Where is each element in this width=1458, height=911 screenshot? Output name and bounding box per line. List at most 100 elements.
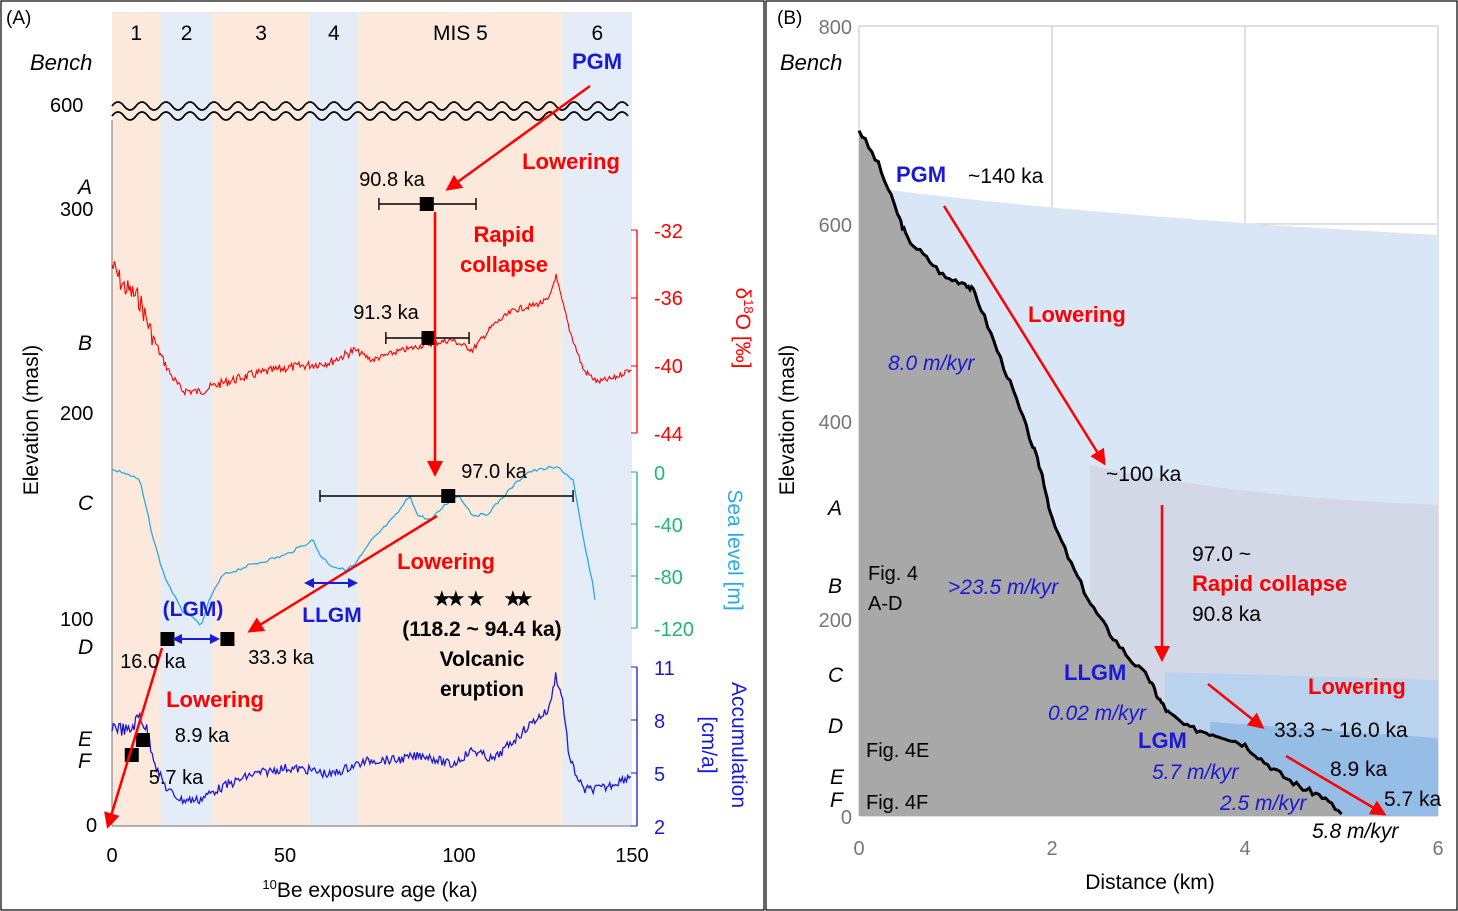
d18o-tick-44: -44 — [654, 424, 683, 446]
d18o-tick-40: -40 — [654, 356, 683, 378]
age-point-d — [160, 632, 175, 646]
arrow-lowering-2 — [247, 514, 438, 633]
bench-b-c: C — [828, 664, 844, 687]
volcanic-stars: ★ ★ ★ ★ ★ — [432, 586, 534, 611]
volcanic-label-1: Volcanic — [440, 648, 525, 671]
panel-b-label: (B) — [777, 8, 802, 29]
sea-level-curve — [111, 465, 596, 626]
sea-tick-40: -40 — [654, 515, 683, 537]
age-point-c — [441, 489, 456, 503]
lowering-label-b-1: Lowering — [1028, 302, 1126, 327]
mis-band-4 — [309, 12, 359, 826]
age-b-label: 91.3 ka — [353, 302, 419, 324]
y-tick-400: 400 — [819, 412, 852, 434]
y-tick-200: 200 — [819, 610, 852, 632]
accumulation-axis: 11 8 5 2 Accumulation [cm/a] — [631, 658, 750, 839]
lowering-label-2: Lowering — [397, 549, 495, 574]
star-icon: ★ — [432, 586, 452, 611]
mis-label-5: MIS 5 — [433, 22, 488, 45]
collapse-top-label: 97.0 ~ — [1192, 543, 1251, 566]
x-tick-0: 0 — [106, 845, 117, 867]
mis-band-1 — [112, 12, 161, 826]
age-d2-label: 33.3 ka — [248, 647, 314, 669]
rate-label-4: 5.7 m/kyr — [1152, 761, 1239, 784]
bench-b-a: A — [826, 497, 842, 520]
rapid-label: Rapid — [473, 222, 534, 247]
lowering-label-3: Lowering — [166, 687, 264, 712]
fig-4f-label: Fig. 4F — [866, 792, 928, 814]
age-f-label: 5.7 ka — [149, 767, 204, 789]
x-tick-b-2: 2 — [1046, 838, 1057, 860]
bench-d: D — [78, 636, 93, 659]
x-tick-b-4: 4 — [1239, 838, 1250, 860]
bench-b-d: D — [828, 715, 843, 738]
sea-axis: 0 -40 -80 -120 Sea level [m] — [631, 463, 746, 641]
arrow-lowering-1 — [445, 84, 591, 191]
arrow-b-lowering-3 — [1285, 754, 1387, 816]
age-d1-label: 16.0 ka — [120, 651, 186, 673]
mis-label-6: 6 — [591, 22, 603, 45]
d18o-tick-32: -32 — [654, 221, 683, 243]
collapse-bottom-label: 90.8 ka — [1192, 603, 1261, 626]
tick-600: 600 — [50, 95, 83, 117]
panel-b-frame — [765, 0, 1458, 911]
panel-a-label: (A) — [6, 8, 31, 29]
bench-b-b: B — [828, 575, 842, 598]
rapid-collapse-label-b: Rapid collapse — [1192, 571, 1347, 596]
llgm-label: LLGM — [302, 604, 361, 627]
pgm-label-b: PGM — [896, 162, 946, 187]
bench-e: E — [78, 728, 93, 751]
y-tick-0: 0 — [841, 807, 852, 829]
bedrock-area — [859, 130, 1342, 816]
collapse-label: collapse — [460, 252, 548, 277]
age-points — [124, 197, 574, 762]
acc-tick-2: 2 — [654, 817, 665, 839]
acc-axis-title-1: Accumulation — [727, 682, 750, 808]
fig-4e-label: Fig. 4E — [866, 740, 929, 762]
fig-ad-label-2: A-D — [868, 593, 902, 615]
mis-band-3 — [212, 12, 310, 826]
accumulation-curve — [111, 672, 632, 806]
mis-bands: 1 2 3 4 MIS 5 6 — [112, 12, 632, 826]
x-tick-b-6: 6 — [1432, 838, 1443, 860]
age-a-label: 90.8 ka — [359, 169, 425, 191]
x-axis-title-b: Distance (km) — [1085, 871, 1215, 894]
age-e-label: 8.9 ka — [175, 725, 230, 747]
star-icon: ★ — [503, 586, 523, 611]
lowering-label-b-2: Lowering — [1308, 674, 1406, 699]
valley-profile — [857, 130, 1343, 816]
mis-label-2: 2 — [181, 22, 193, 45]
rate-label-6: 5.8 m/kyr — [1312, 820, 1399, 843]
bench-b-e: E — [830, 766, 845, 789]
x-tick-b-0: 0 — [853, 838, 864, 860]
acc-tick-8: 8 — [654, 711, 665, 733]
rate-label-5: 2.5 m/kyr — [1219, 792, 1307, 815]
sea-axis-title: Sea level [m] — [723, 489, 746, 610]
age-point-e — [135, 733, 150, 747]
panel-b: (B) Bench 800 600 400 200 0 0 2 4 — [765, 0, 1458, 911]
llgm-label-b: LLGM — [1064, 660, 1126, 685]
arrow-lowering-3 — [104, 647, 164, 829]
pgm-age-label: ~140 ka — [968, 165, 1044, 188]
bench-header: Bench — [30, 50, 92, 75]
star-icon: ★ — [466, 586, 486, 611]
star-icon: ★ — [446, 586, 466, 611]
tick-300: 300 — [60, 199, 93, 221]
mis-band-6 — [562, 12, 632, 826]
rate-label-2: >23.5 m/kyr — [948, 576, 1059, 599]
x-tick-100: 100 — [442, 845, 475, 867]
arrow-b-lowering-1 — [942, 205, 1106, 466]
mis-label-1: 1 — [130, 22, 142, 45]
pgm-label: PGM — [572, 49, 622, 74]
x-tick-50: 50 — [274, 845, 296, 867]
tick-100: 100 — [60, 609, 93, 631]
mis-band-5 — [358, 12, 563, 826]
mis-label-3: 3 — [255, 22, 267, 45]
sea-tick-120: -120 — [654, 619, 694, 641]
x-axis-title: 10Be exposure age (ka) — [262, 877, 477, 902]
sea-tick-0: 0 — [654, 463, 665, 485]
age-89-label: 8.9 ka — [1330, 758, 1388, 781]
acc-axis-title-2: [cm/a] — [697, 716, 720, 773]
